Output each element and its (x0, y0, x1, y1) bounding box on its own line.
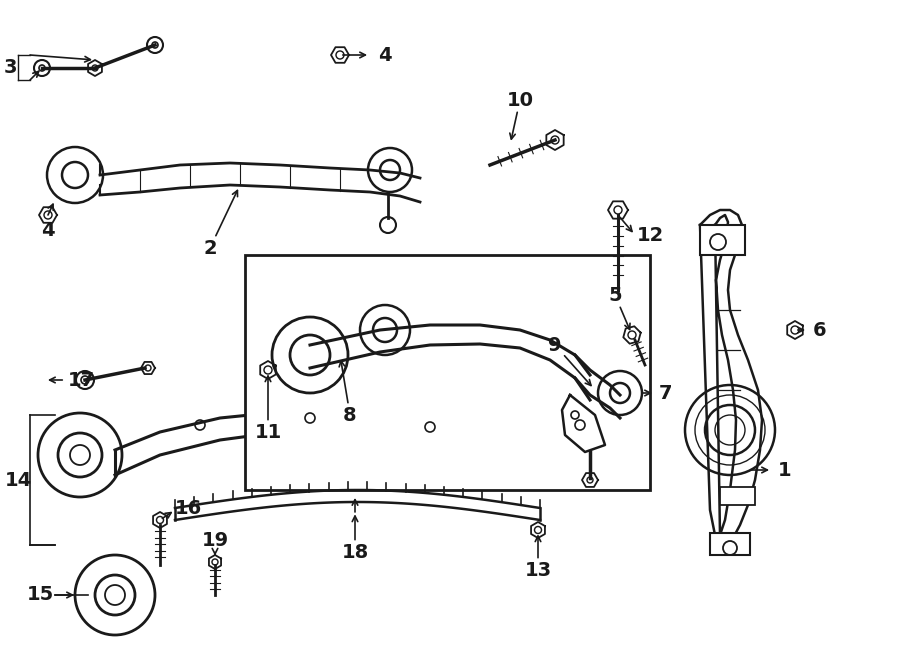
Text: 11: 11 (255, 376, 282, 442)
Text: 16: 16 (175, 498, 202, 518)
Text: 7: 7 (658, 383, 671, 402)
Text: 4: 4 (41, 220, 55, 240)
Text: 4: 4 (378, 46, 392, 64)
Bar (720, 487, 755, 505)
Text: 17: 17 (50, 371, 95, 389)
Text: 1: 1 (778, 461, 792, 479)
Text: 2: 2 (203, 191, 238, 258)
Text: 9: 9 (548, 336, 591, 385)
Text: 5: 5 (608, 285, 630, 330)
Bar (700, 225, 745, 255)
Text: 3: 3 (4, 58, 17, 77)
Text: 19: 19 (202, 530, 229, 554)
Text: 13: 13 (525, 536, 552, 579)
Bar (710, 533, 750, 555)
Text: 10: 10 (507, 91, 534, 139)
Text: 18: 18 (341, 516, 369, 561)
Text: 12: 12 (636, 226, 663, 244)
Text: 8: 8 (339, 361, 356, 424)
Text: 14: 14 (4, 471, 32, 489)
Polygon shape (562, 395, 605, 452)
Text: 6: 6 (814, 320, 827, 340)
Text: 15: 15 (26, 585, 54, 604)
Bar (245, 255, 650, 490)
